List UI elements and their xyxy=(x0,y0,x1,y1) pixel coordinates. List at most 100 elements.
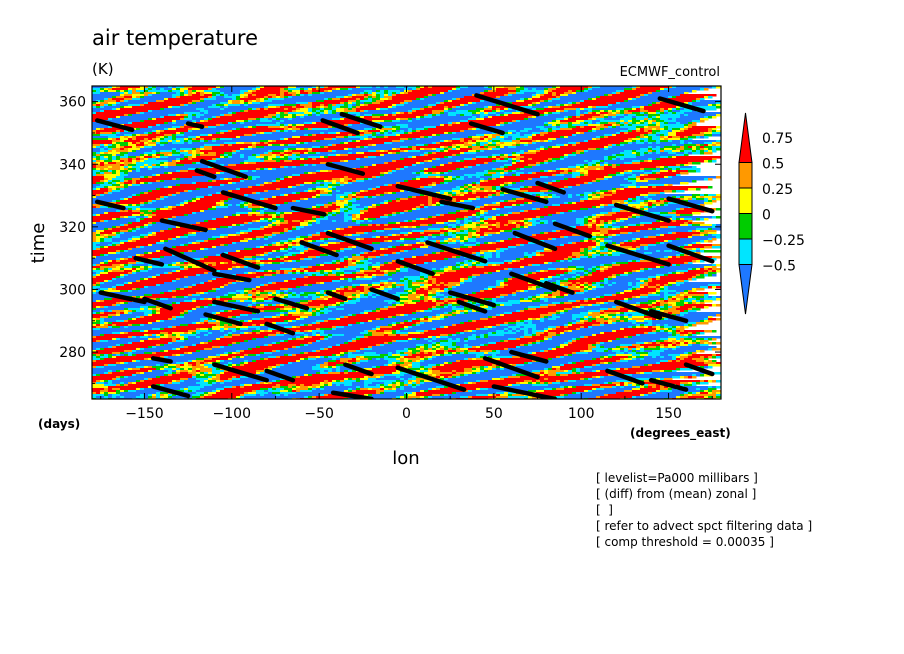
note-line-3: [ ] xyxy=(596,503,613,517)
overlay-segment xyxy=(648,309,689,323)
overlay-segment xyxy=(94,118,135,133)
x-axis: −150 −100 −50 0 50 100 150 xyxy=(100,86,713,422)
overlay-segment xyxy=(194,168,217,180)
overlay-segment xyxy=(264,321,296,336)
note-line-1: [ levelist=Pa000 millibars ] xyxy=(596,471,758,485)
colorbar-label: 0.25 xyxy=(762,182,793,198)
overlay-segment xyxy=(395,365,467,392)
colorbar-label: 0.75 xyxy=(762,131,793,147)
overlay-segment xyxy=(605,368,645,386)
overlay-segment xyxy=(150,356,173,364)
x-tick-label: 100 xyxy=(568,406,595,422)
overlay-segment xyxy=(605,243,671,267)
overlay-segment xyxy=(657,96,706,114)
overlay-segment xyxy=(456,299,488,314)
overlay-segment xyxy=(212,299,261,314)
colorbar-box xyxy=(738,162,753,189)
overlay-segment xyxy=(150,384,191,399)
overlay-segment xyxy=(325,290,348,302)
y-units-label: (days) xyxy=(38,417,80,431)
overlay-segment xyxy=(474,93,540,117)
colorbar-box xyxy=(738,213,753,240)
overlay-segment xyxy=(220,252,261,270)
overlay-segment xyxy=(666,243,715,264)
overlay-segment xyxy=(535,180,566,195)
x-tick-label: 0 xyxy=(402,406,411,422)
overlay-segment xyxy=(212,271,252,283)
overlay-segments xyxy=(94,93,715,399)
overlay-segment xyxy=(648,377,689,392)
overlay-segment xyxy=(330,390,374,399)
overlay-segment xyxy=(325,230,374,252)
x-axis-title: lon xyxy=(392,448,419,469)
overlay-segment xyxy=(264,368,296,383)
overlay-segment xyxy=(133,255,165,267)
y-axis: 280 300 320 340 360 xyxy=(59,95,721,384)
source-label: ECMWF_control xyxy=(620,65,720,80)
temperature-field xyxy=(92,86,721,399)
x-tick-label: −50 xyxy=(304,406,334,422)
y-tick-label: 340 xyxy=(59,157,86,173)
overlay-segment xyxy=(544,280,575,295)
overlay-segment xyxy=(343,362,374,377)
colorbar-label: −0.5 xyxy=(762,259,796,275)
colorbar-label: 0 xyxy=(762,208,771,224)
overlay-segment xyxy=(468,121,505,136)
overlay-segment xyxy=(98,290,147,305)
overlay-segment xyxy=(369,287,401,302)
x-tick-label: 50 xyxy=(485,406,503,422)
colorbar-label: −0.25 xyxy=(762,233,805,249)
overlay-segment xyxy=(395,183,453,201)
overlay-segment xyxy=(159,218,208,233)
overlay-segment xyxy=(273,296,310,311)
colorbar-top-arrow xyxy=(738,112,753,163)
overlay-segment xyxy=(552,221,593,239)
chart-title: air temperature xyxy=(92,26,258,50)
overlay-segment xyxy=(325,162,366,176)
note-line-2: [ (diff) from (mean) zonal ] xyxy=(596,487,757,501)
heatmap-plot-area xyxy=(91,85,722,400)
overlay-segment xyxy=(320,118,360,136)
overlay-segment xyxy=(425,240,488,264)
overlay-segment xyxy=(163,246,217,273)
overlay-segment xyxy=(509,349,549,364)
overlay-segment xyxy=(447,290,497,308)
y-axis-title: time xyxy=(28,223,49,264)
overlay-segment xyxy=(142,296,173,311)
overlay-segment xyxy=(482,356,540,380)
overlay-segment xyxy=(439,199,476,211)
overlay-segment xyxy=(491,384,558,399)
y-tick-label: 300 xyxy=(59,282,86,298)
overlay-segment xyxy=(613,202,671,223)
x-tick-label: 150 xyxy=(655,406,682,422)
units-label: (K) xyxy=(92,60,114,78)
overlay-segment xyxy=(509,271,558,292)
colorbar-box xyxy=(738,238,753,265)
y-tick-label: 320 xyxy=(59,220,86,236)
overlay-segment xyxy=(185,121,205,129)
overlay-segment xyxy=(339,111,383,129)
x-tick-label: −150 xyxy=(125,406,163,422)
overlay-segment xyxy=(500,187,549,205)
x-units-label: (degrees_east) xyxy=(630,426,731,441)
overlay-segment xyxy=(290,205,327,217)
note-line-5: [ comp threshold = 0.00035 ] xyxy=(596,535,774,549)
overlay-segment xyxy=(683,362,715,377)
overlay-segment xyxy=(203,312,243,327)
overlay-segment xyxy=(94,199,126,211)
y-tick-label: 360 xyxy=(59,95,86,111)
overlay-segment xyxy=(299,240,339,258)
overlay-segment xyxy=(212,362,269,383)
overlay-segment xyxy=(220,190,278,211)
colorbar: −0.5 −0.25 0 0.25 0.5 0.75 xyxy=(738,112,805,315)
overlay-segment xyxy=(666,196,715,214)
overlay-segment xyxy=(512,230,558,252)
x-tick-label: −100 xyxy=(213,406,251,422)
colorbar-bottom-arrow xyxy=(738,264,753,315)
colorbar-label: 0.5 xyxy=(762,157,784,173)
colorbar-box xyxy=(738,187,753,214)
overlay-segment xyxy=(199,158,249,180)
overlay-segment xyxy=(613,299,663,320)
note-line-4: [ refer to advect spct filtering data ] xyxy=(596,519,813,533)
